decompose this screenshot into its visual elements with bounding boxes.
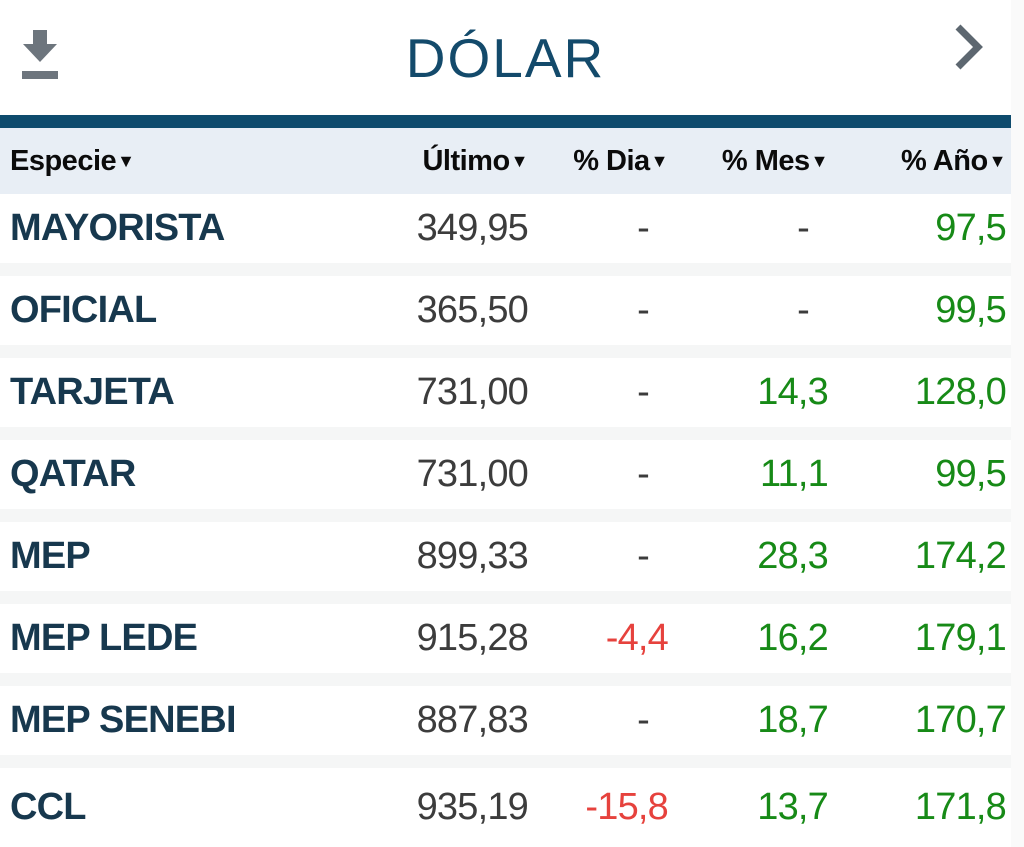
ultimo-cell: 731,00 xyxy=(416,371,529,413)
table-row[interactable]: CCL 935,19 -15,8 13,7 171,8 xyxy=(0,768,1011,847)
pct-mes-cell: 14,3 xyxy=(757,371,829,413)
pct-anio-cell: 171,8 xyxy=(914,786,1007,828)
page-title: DÓLAR xyxy=(405,26,606,89)
ultimo-cell: 899,33 xyxy=(416,535,529,577)
column-header-pct-mes[interactable]: % Mes▼ xyxy=(668,144,829,178)
pct-dia-cell: - xyxy=(637,289,650,331)
column-header-ultimo[interactable]: Último▼ xyxy=(340,145,528,178)
pct-mes-cell: 11,1 xyxy=(760,453,829,495)
ultimo-cell: 349,95 xyxy=(416,207,529,249)
next-button[interactable] xyxy=(951,20,985,74)
pct-dia-cell: - xyxy=(637,207,650,249)
column-header-label: % Dia xyxy=(573,144,650,177)
column-header-label: % Año xyxy=(901,144,988,177)
column-header-pct-anio[interactable]: % Año▼ xyxy=(828,145,1006,178)
pct-anio-cell: 174,2 xyxy=(914,535,1007,577)
ultimo-cell: 915,28 xyxy=(416,617,529,659)
widget-header: DÓLAR xyxy=(0,0,1011,115)
pct-anio-cell: 99,5 xyxy=(935,453,1007,495)
column-header-label: Último xyxy=(422,144,510,177)
pct-dia-cell: - xyxy=(637,371,650,413)
download-icon xyxy=(18,30,62,85)
pct-mes-cell: 18,7 xyxy=(757,699,829,741)
sort-descending-icon: ▼ xyxy=(117,150,135,171)
pct-anio-cell: 99,5 xyxy=(935,289,1007,331)
pct-mes-cell: 16,2 xyxy=(757,617,829,659)
especie-cell: QATAR xyxy=(10,453,136,495)
sort-descending-icon: ▼ xyxy=(810,150,829,171)
ultimo-cell: 887,83 xyxy=(416,699,529,741)
column-header-label: Especie xyxy=(10,144,117,177)
especie-cell: MEP xyxy=(10,535,91,577)
table-row[interactable]: QATAR 731,00 - 11,1 99,5 xyxy=(0,440,1011,522)
column-header-label: % Mes xyxy=(721,144,810,177)
pct-mes-cell: - xyxy=(797,289,810,331)
table-row[interactable]: OFICIAL 365,50 - - 99,5 xyxy=(0,276,1011,358)
pct-dia-cell: - xyxy=(637,535,650,577)
pct-dia-cell: -15,8 xyxy=(585,786,668,828)
pct-anio-cell: 179,1 xyxy=(914,617,1007,659)
sort-descending-icon: ▼ xyxy=(650,150,669,171)
right-gutter xyxy=(1011,0,1024,847)
pct-anio-cell: 128,0 xyxy=(914,371,1007,413)
pct-mes-cell: 28,3 xyxy=(757,535,829,577)
pct-mes-cell: 13,7 xyxy=(757,786,829,828)
especie-cell: TARJETA xyxy=(10,371,175,413)
pct-dia-cell: - xyxy=(637,699,650,741)
ultimo-cell: 365,50 xyxy=(416,289,529,331)
pct-mes-cell: - xyxy=(797,207,810,249)
sort-descending-icon: ▼ xyxy=(510,150,529,171)
table-body: MAYORISTA 349,95 - - 97,5 OFICIAL 365,50… xyxy=(0,194,1011,847)
especie-cell: CCL xyxy=(10,786,87,828)
especie-cell: MEP LEDE xyxy=(10,617,198,659)
pct-dia-cell: -4,4 xyxy=(605,617,669,659)
pct-dia-cell: - xyxy=(637,453,650,495)
pct-anio-cell: 170,7 xyxy=(914,699,1007,741)
download-button[interactable] xyxy=(18,30,62,82)
ultimo-cell: 731,00 xyxy=(416,453,529,495)
table-row[interactable]: MAYORISTA 349,95 - - 97,5 xyxy=(0,194,1011,276)
chevron-right-icon xyxy=(951,24,985,77)
table-row[interactable]: TARJETA 731,00 - 14,3 128,0 xyxy=(0,358,1011,440)
sort-descending-icon: ▼ xyxy=(988,150,1007,171)
table-row[interactable]: MEP LEDE 915,28 -4,4 16,2 179,1 xyxy=(0,604,1011,686)
table-row[interactable]: MEP SENEBI 887,83 - 18,7 170,7 xyxy=(0,686,1011,768)
table-header-row: Especie▼ Último▼ % Dia▼ % Mes▼ % Año▼ xyxy=(0,128,1011,194)
especie-cell: MEP SENEBI xyxy=(10,699,237,741)
column-header-especie[interactable]: Especie▼ xyxy=(10,145,340,178)
pct-anio-cell: 97,5 xyxy=(935,207,1007,249)
ultimo-cell: 935,19 xyxy=(416,786,529,828)
especie-cell: OFICIAL xyxy=(10,289,157,331)
accent-divider-bar xyxy=(0,115,1011,128)
especie-cell: MAYORISTA xyxy=(10,207,225,249)
table-row[interactable]: MEP 899,33 - 28,3 174,2 xyxy=(0,522,1011,604)
column-header-pct-dia[interactable]: % Dia▼ xyxy=(528,145,668,178)
